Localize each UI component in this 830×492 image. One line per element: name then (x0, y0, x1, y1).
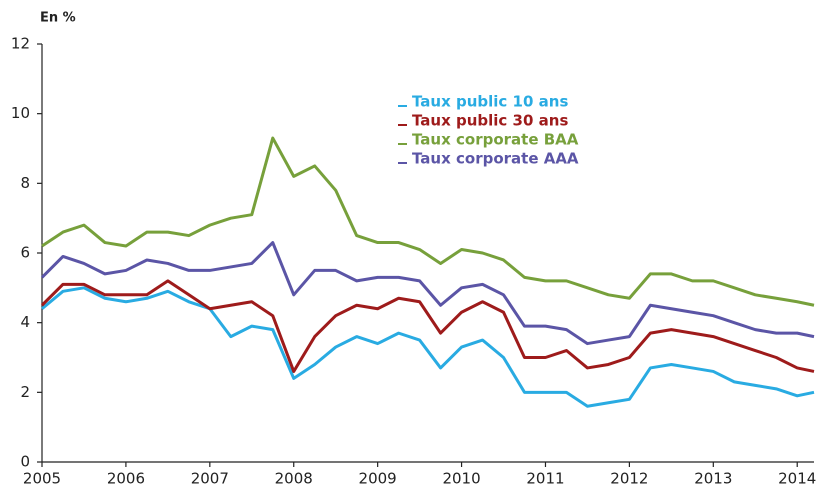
legend-label: Taux public 10 ans (412, 93, 568, 111)
legend-label: Taux corporate BAA (412, 131, 579, 149)
y-tick-label: 0 (20, 453, 30, 471)
series-line (41, 286, 815, 408)
y-tick-label: 10 (11, 104, 30, 122)
x-tick-label: 2005 (23, 470, 61, 488)
x-tick-label: 2010 (442, 470, 480, 488)
series-line (40, 279, 815, 373)
series-line (41, 136, 815, 307)
x-tick-label: 2012 (610, 470, 648, 488)
y-tick-label: 8 (20, 174, 30, 192)
legend-label: Taux public 30 ans (412, 112, 568, 130)
x-tick-label: 2014 (778, 470, 816, 488)
x-tick-label: 2008 (275, 470, 313, 488)
y-tick-label: 6 (20, 244, 30, 262)
y-tick-label: 2 (20, 383, 30, 401)
x-tick-label: 2011 (526, 470, 564, 488)
y-tick-label: 12 (11, 35, 30, 53)
legend-label: Taux corporate AAA (412, 150, 579, 168)
x-tick-label: 2009 (359, 470, 397, 488)
y-tick-label: 4 (20, 313, 30, 331)
x-tick-label: 2013 (694, 470, 732, 488)
x-tick-label: 2006 (107, 470, 145, 488)
series-line (40, 241, 815, 346)
y-axis-label: En % (40, 11, 76, 26)
x-tick-label: 2007 (191, 470, 229, 488)
